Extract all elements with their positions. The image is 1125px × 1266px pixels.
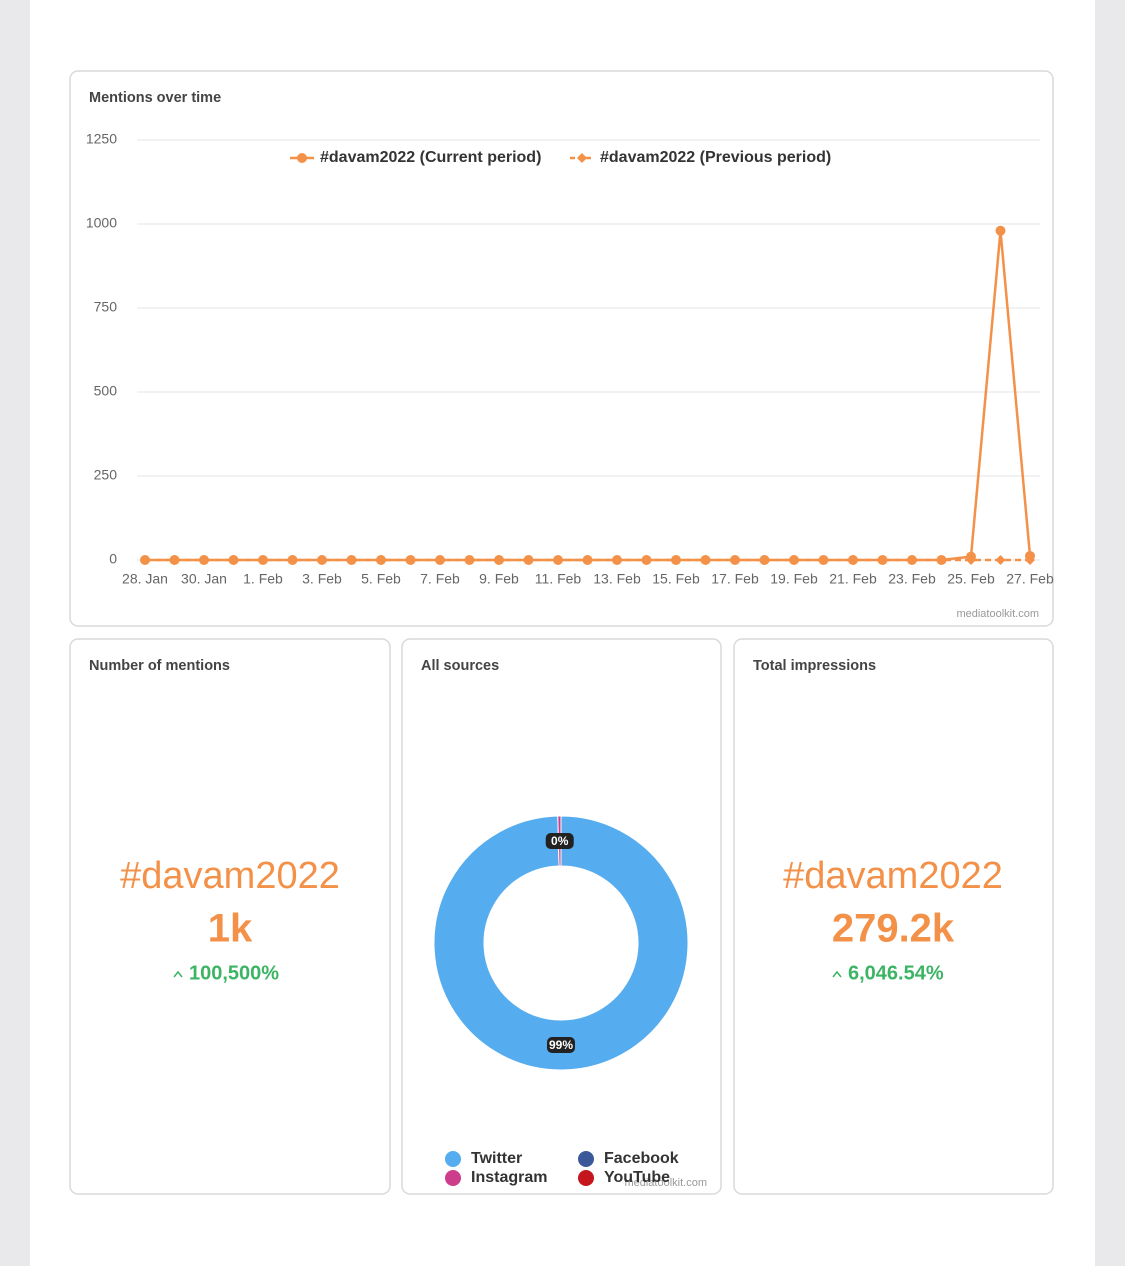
point	[907, 555, 917, 565]
x-tick-label: 28. Jan	[122, 571, 168, 587]
point	[287, 555, 298, 565]
x-tick-label: 23. Feb	[888, 571, 936, 587]
label-background	[547, 1037, 575, 1053]
point	[877, 555, 888, 565]
point	[1025, 550, 1035, 561]
card	[69, 70, 1054, 627]
point	[936, 555, 947, 565]
legend-swatch	[445, 1151, 461, 1167]
up-arrow	[832, 970, 842, 978]
kpi-value: 1k	[208, 907, 253, 951]
legend-label: Instagram	[471, 1169, 547, 1186]
point	[169, 555, 180, 565]
point	[995, 225, 1006, 236]
x-tick-label: 27. Feb	[1006, 571, 1054, 587]
up-arrow	[173, 970, 183, 978]
point	[848, 555, 858, 565]
card-title: All sources	[421, 658, 499, 674]
legend-label: #davam2022 (Current period)	[320, 149, 541, 166]
y-tick-label: 0	[109, 551, 117, 567]
x-tick-label: 13. Feb	[593, 571, 641, 587]
point	[140, 555, 150, 565]
point	[671, 555, 681, 565]
legend-label: Twitter	[471, 1150, 522, 1167]
x-tick-label: 9. Feb	[479, 571, 519, 587]
pie-slice	[433, 815, 689, 1071]
label-background	[545, 833, 574, 850]
point	[464, 555, 475, 565]
point	[612, 555, 622, 565]
point	[641, 555, 652, 565]
kpi-change: 6,046.54%	[848, 962, 944, 984]
card	[69, 638, 391, 1195]
card	[401, 638, 722, 1195]
kpi-value: 279.2k	[832, 907, 955, 951]
legend-label: YouTube	[604, 1169, 670, 1186]
y-tick-label: 750	[94, 299, 118, 315]
point	[297, 153, 307, 163]
legend-swatch	[578, 1151, 594, 1167]
x-tick-label: 1. Feb	[243, 571, 283, 587]
point	[405, 555, 416, 565]
card-title: Mentions over time	[89, 90, 221, 106]
x-tick-label: 19. Feb	[770, 571, 818, 587]
point	[582, 555, 593, 565]
credit: mediatoolkit.com	[956, 608, 1039, 620]
point	[818, 555, 829, 565]
kpi-name: #davam2022	[783, 855, 1003, 897]
y-tick-label: 250	[94, 467, 118, 483]
x-tick-label: 25. Feb	[947, 571, 995, 587]
y-tick-label: 500	[94, 383, 118, 399]
x-tick-label: 5. Feb	[361, 571, 401, 587]
card-title: Number of mentions	[89, 658, 230, 674]
point	[966, 551, 976, 562]
point	[995, 555, 1006, 565]
data-label: 0%	[551, 834, 569, 848]
point	[789, 555, 799, 565]
x-tick-label: 11. Feb	[535, 571, 582, 587]
point	[759, 555, 770, 565]
x-tick-label: 17. Feb	[711, 571, 759, 587]
point	[376, 555, 386, 565]
x-tick-label: 21. Feb	[829, 571, 877, 587]
card-title: Total impressions	[753, 658, 876, 674]
y-tick-label: 1000	[86, 215, 117, 231]
legend-swatch	[578, 1170, 594, 1186]
point	[199, 555, 209, 565]
legend-label: Facebook	[604, 1150, 679, 1167]
legend-label: #davam2022 (Previous period)	[600, 149, 831, 166]
data-label: 99%	[549, 1038, 573, 1052]
x-tick-label: 30. Jan	[181, 571, 227, 587]
point	[435, 555, 445, 565]
card	[733, 638, 1054, 1195]
point	[494, 555, 504, 565]
point	[577, 153, 587, 163]
y-tick-label: 1250	[86, 131, 117, 147]
kpi-change: 100,500%	[189, 962, 279, 984]
point	[553, 555, 563, 565]
point	[523, 555, 534, 565]
point	[730, 555, 740, 565]
x-tick-label: 3. Feb	[302, 571, 342, 587]
credit: mediatoolkit.com	[624, 1177, 707, 1189]
point	[700, 555, 711, 565]
legend-swatch	[445, 1170, 461, 1186]
point	[228, 555, 239, 565]
point	[317, 555, 327, 565]
point	[346, 555, 357, 565]
x-tick-label: 15. Feb	[652, 571, 700, 587]
x-tick-label: 7. Feb	[420, 571, 460, 587]
kpi-name: #davam2022	[120, 855, 340, 897]
point	[258, 555, 268, 565]
